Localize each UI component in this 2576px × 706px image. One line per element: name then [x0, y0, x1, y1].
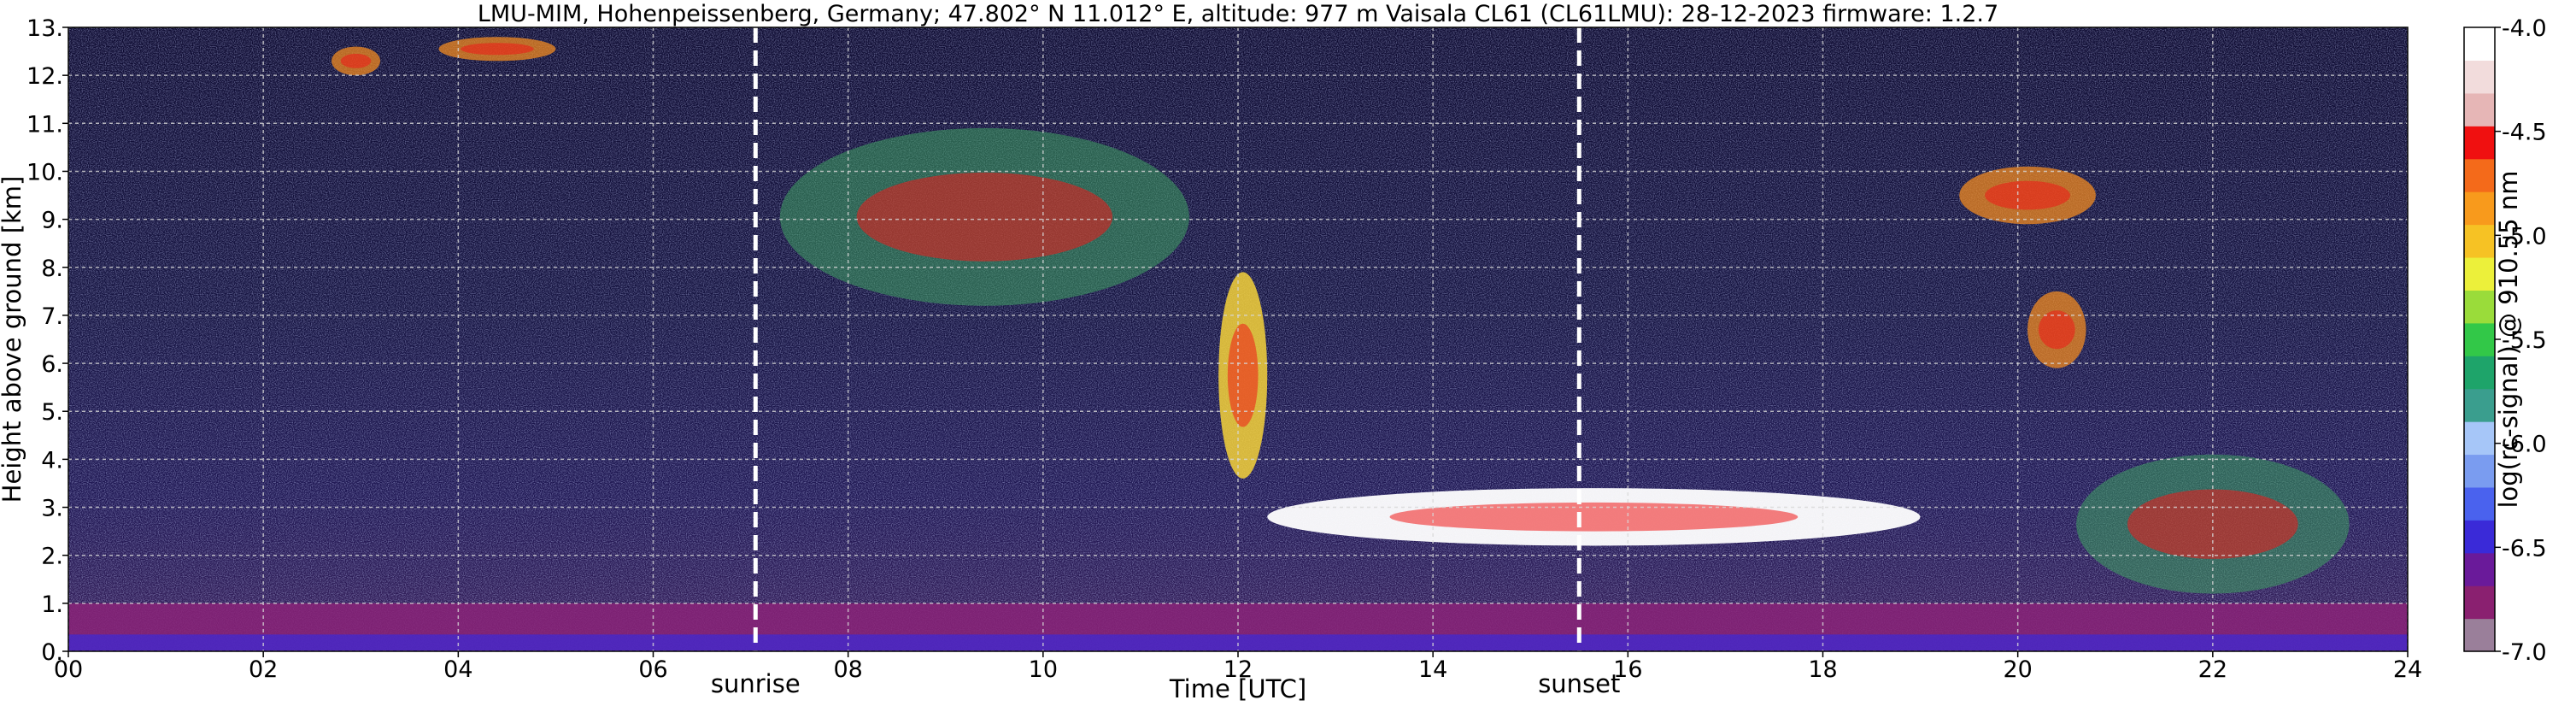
x-tick-label: 18: [1808, 656, 1837, 683]
colorbar-segment: [2464, 388, 2495, 422]
colorbar-segment: [2464, 224, 2495, 258]
x-tick-label: 12: [1223, 656, 1253, 683]
colorbar-tick-label: -4.0: [2502, 15, 2547, 42]
colorbar-segment: [2464, 126, 2495, 160]
sunset-label: sunset: [1538, 669, 1620, 698]
x-tick-label: 14: [1418, 656, 1447, 683]
x-tick-label: 08: [833, 656, 862, 683]
feature-core: [2038, 310, 2075, 350]
feature-core: [1227, 323, 1259, 427]
x-axis-label: Time [UTC]: [1169, 674, 1306, 703]
colorbar-label: log(rc-signal) @ 910.55 nm: [2494, 170, 2523, 508]
colorbar-tick-label: -6.5: [2502, 535, 2547, 562]
y-tick-label: 1.: [41, 591, 63, 618]
x-tick-label: 22: [2198, 656, 2227, 683]
colorbar-segment: [2464, 356, 2495, 390]
x-tick-label: 04: [443, 656, 472, 683]
colorbar-segment: [2464, 618, 2495, 652]
feature-core: [856, 172, 1113, 262]
x-tick-label: 06: [638, 656, 667, 683]
y-tick-label: 7.: [41, 303, 63, 330]
colorbar-segment: [2464, 585, 2495, 620]
x-tick-label: 20: [2003, 656, 2032, 683]
colorbar-segment: [2464, 520, 2495, 554]
colorbar-segment: [2464, 256, 2495, 291]
y-tick-label: 6.: [41, 351, 63, 378]
y-tick-label: 3.: [41, 496, 63, 522]
colorbar: [2463, 26, 2496, 652]
feature-core: [1389, 502, 1799, 532]
y-tick-label: 13.: [26, 15, 63, 42]
colorbar-tick-label: -5.5: [2502, 327, 2547, 354]
y-tick-label: 5.: [41, 399, 63, 426]
sunrise-label: sunrise: [711, 669, 801, 698]
x-tick-label: 00: [54, 656, 83, 683]
colorbar-tick-label: -4.5: [2502, 120, 2547, 146]
y-tick-label: 4.: [41, 447, 63, 474]
x-tick-label: 24: [2393, 656, 2422, 683]
colorbar-segment: [2464, 27, 2495, 62]
colorbar-tick-label: -5.0: [2502, 223, 2547, 250]
colorbar-segment: [2464, 60, 2495, 94]
colorbar-segment: [2464, 421, 2495, 456]
colorbar-segment: [2464, 191, 2495, 226]
x-tick-label: 02: [249, 656, 278, 683]
y-tick-label: 0.: [41, 639, 63, 666]
y-tick-label: 2.: [41, 544, 63, 570]
x-tick-label: 16: [1613, 656, 1642, 683]
colorbar-tick-label: -6.0: [2502, 432, 2547, 458]
colorbar-segment: [2464, 290, 2495, 324]
y-tick-label: 11.: [26, 111, 63, 138]
colorbar-segment: [2464, 322, 2495, 356]
feature-core: [461, 43, 534, 56]
plot-area: [68, 27, 2408, 651]
y-tick-label: 9.: [41, 208, 63, 234]
y-tick-label: 8.: [41, 256, 63, 282]
x-tick-label: 10: [1029, 656, 1058, 683]
y-tick-label: 12.: [26, 63, 63, 90]
colorbar-segment: [2464, 92, 2495, 126]
colorbar-segment: [2464, 552, 2495, 586]
colorbar-segment: [2464, 158, 2495, 192]
colorbar-tick-label: -7.0: [2502, 639, 2547, 666]
colorbar-segment: [2464, 486, 2495, 521]
feature-core: [340, 53, 372, 68]
y-tick-label: 10.: [26, 159, 63, 185]
y-axis-label: Height above ground [km]: [0, 176, 26, 503]
chart-title: LMU-MIM, Hohenpeissenberg, Germany; 47.8…: [478, 1, 1998, 27]
colorbar-segment: [2464, 454, 2495, 488]
feature-core: [1985, 180, 2070, 210]
